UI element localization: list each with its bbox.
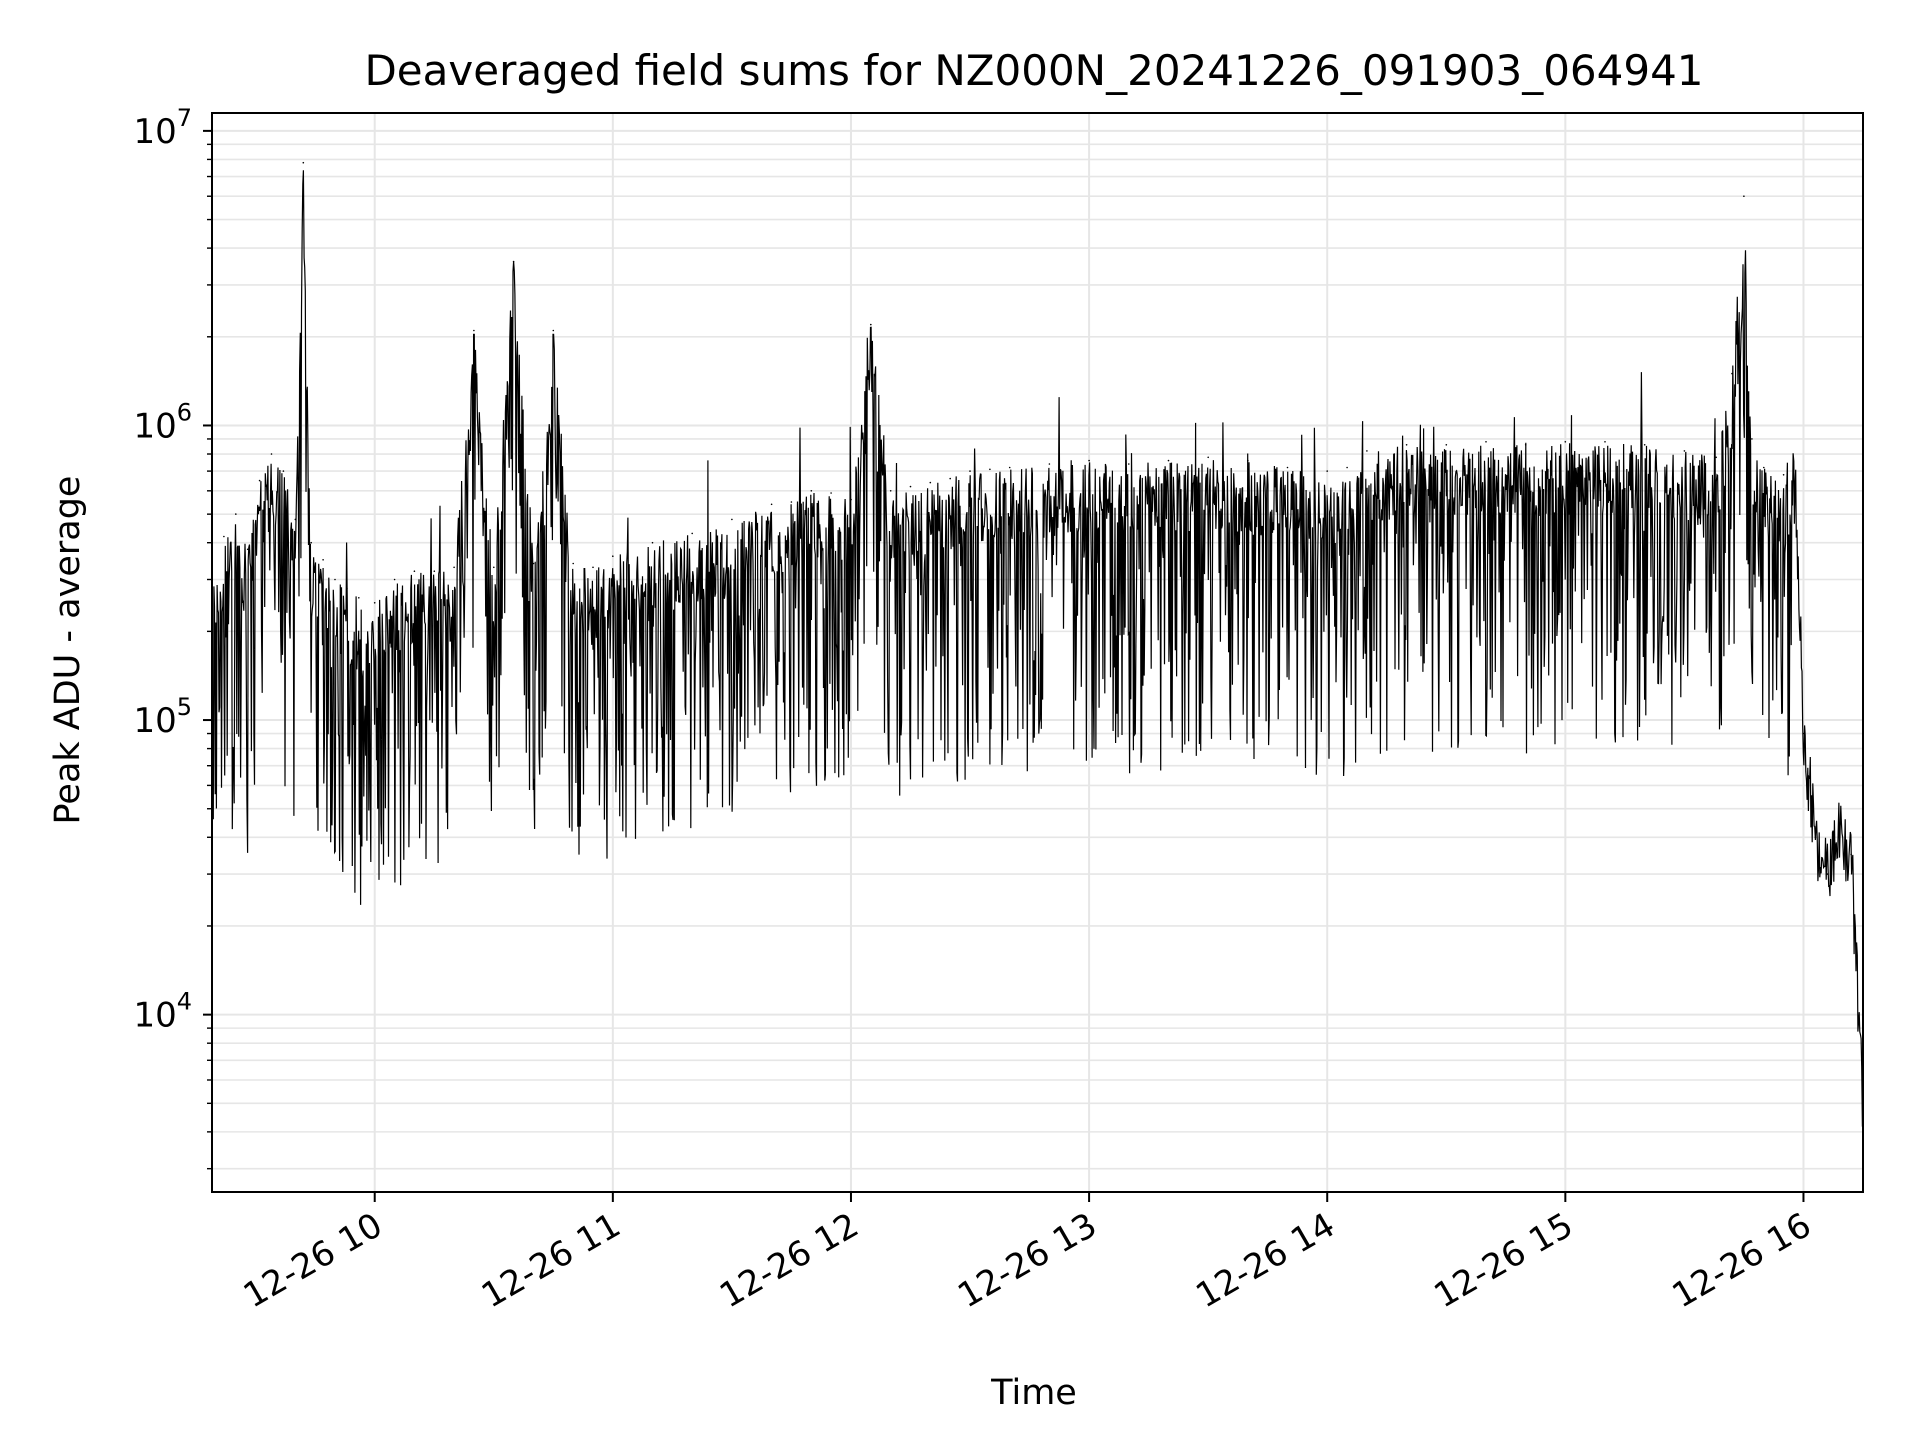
data-point [592,566,594,569]
data-point [453,566,455,569]
data-point [223,535,225,538]
data-point [1564,441,1567,443]
data-point [413,570,416,572]
data-point [1731,372,1733,375]
data-point [552,329,555,332]
data-point [346,587,348,590]
y-tick-label: 106 [133,398,192,446]
data-point [572,562,574,565]
data-point [1604,441,1606,443]
data-point [1763,466,1765,469]
data-point [1826,873,1829,875]
data-point [691,532,693,535]
data-point [1326,470,1328,472]
y-tick-label: 107 [133,104,192,152]
data-point [1485,441,1487,443]
data-point [969,470,971,472]
x-axis-label: Time [990,1373,1077,1413]
data-point [258,479,261,482]
data-point [1743,195,1745,197]
data-point [1802,732,1805,735]
data-point [909,485,912,488]
data-point [393,578,396,581]
data-point [1715,456,1717,459]
data-point [1048,463,1051,465]
data-point [850,498,852,501]
data-point [358,597,360,599]
data-point [1286,466,1289,469]
data-point [1405,444,1408,446]
data-point [373,602,376,604]
data-point [433,570,436,572]
data-point [889,490,892,492]
plot-area [211,161,1864,1127]
data-point [282,470,285,472]
chart-title: Deaveraged field sums for NZ000N_2024122… [364,46,1703,95]
data-point [294,518,297,521]
series-line [211,170,1864,1127]
data-point [1445,444,1448,446]
data-point [1838,836,1840,839]
data-point [770,503,773,506]
data-point [1850,853,1852,856]
data-point [473,329,475,332]
plot-frame [211,112,1864,1193]
y-tick-label: 104 [133,988,192,1036]
y-axis-label: Peak ADU - average [48,476,88,825]
data-point [790,501,793,503]
data-point [532,562,535,565]
data-point [322,559,324,561]
data-point [1782,474,1785,476]
data-point [1167,459,1170,462]
data-point [246,548,249,551]
data-point [1524,444,1527,446]
data-point [929,481,932,484]
data-point [334,578,336,581]
data-point [310,541,313,544]
data-point [512,260,515,263]
data-point [1683,450,1686,452]
data-point [1346,466,1348,469]
data-point [1751,438,1753,440]
data-point [1643,444,1646,446]
data-point [270,453,273,455]
data-point [731,518,733,521]
data-point [1088,459,1090,462]
data-point [1794,490,1797,492]
data-point [989,468,991,471]
data-point [651,541,654,544]
data-point [235,513,237,515]
data-point [1128,463,1130,465]
data-point [1366,450,1368,452]
data-point [302,161,305,164]
data-point [1207,456,1209,459]
data-point [1008,466,1011,469]
data-point [1814,836,1817,839]
data-point [810,490,813,492]
data-point [493,566,495,569]
data-point [1247,459,1249,462]
data-point [612,555,614,557]
y-tick-label: 105 [133,693,192,741]
data-point [830,492,832,494]
data-point [870,323,872,326]
data-point [949,477,951,480]
